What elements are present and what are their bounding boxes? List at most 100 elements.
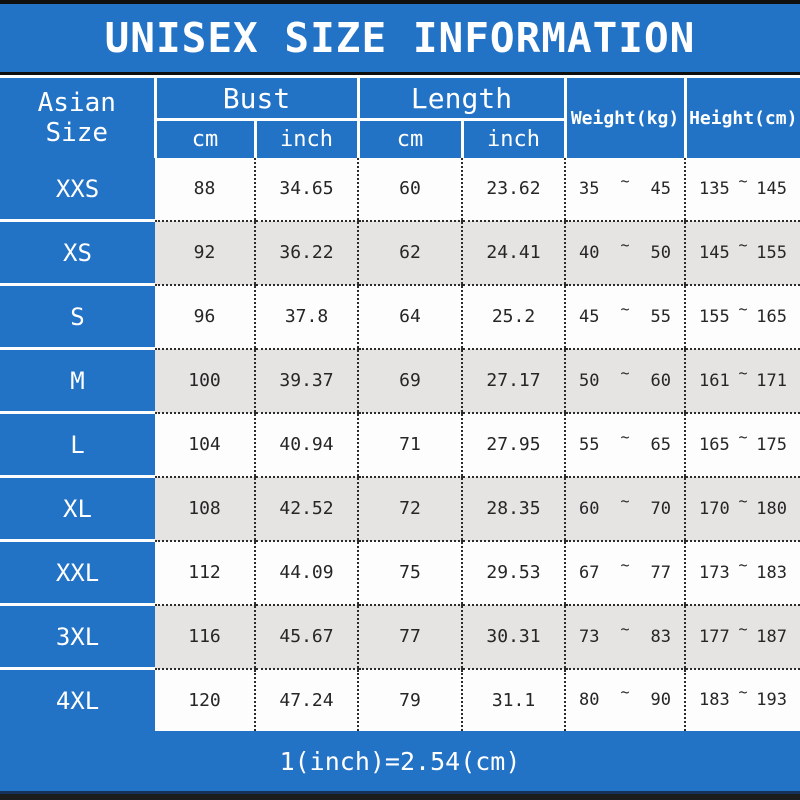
weight-range-cell: 50 ~ 60 xyxy=(564,348,685,414)
size-cell: S xyxy=(0,284,155,350)
bust-cm-cell: 100 xyxy=(155,348,255,414)
length-inch-cell: 28.35 xyxy=(461,476,565,542)
bust-cm-cell: 88 xyxy=(155,158,255,222)
length-inch-cell: 30.31 xyxy=(461,604,565,670)
weight-range-cell: 45 ~ 55 xyxy=(564,284,685,350)
height-max: 155 xyxy=(756,242,787,263)
tilde-glyph: ~ xyxy=(738,683,748,702)
weight-max: 77 xyxy=(650,562,671,583)
height-range: 170 ~ 180 xyxy=(686,492,800,519)
size-cell: XXS xyxy=(0,158,155,222)
length-inch-cell: 24.41 xyxy=(461,220,565,286)
weight-range-cell: 67 ~ 77 xyxy=(564,540,685,606)
length-inch-cell: 23.62 xyxy=(461,158,565,222)
size-cell: M xyxy=(0,348,155,414)
weight-range: 35 ~ 45 xyxy=(566,172,684,199)
weight-range-cell: 35 ~ 45 xyxy=(564,158,685,222)
weight-max: 65 xyxy=(650,434,671,455)
title-divider-white xyxy=(0,75,800,78)
height-min: 161 xyxy=(699,370,730,391)
height-min: 165 xyxy=(699,434,730,455)
height-max: 171 xyxy=(756,370,787,391)
height-min: 145 xyxy=(699,242,730,263)
height-max: 145 xyxy=(756,178,787,199)
tilde-glyph: ~ xyxy=(738,235,748,254)
bust-inch-cell: 42.52 xyxy=(254,476,358,542)
weight-min: 67 xyxy=(579,562,600,583)
height-range: 145 ~ 155 xyxy=(686,236,800,263)
height-max: 187 xyxy=(756,626,787,647)
bust-cm-cell: 108 xyxy=(155,476,255,542)
table-row: S 96 37.8 64 25.2 45 ~ 55 155 ~ 165 xyxy=(0,284,800,350)
tilde-glyph: ~ xyxy=(738,363,748,382)
height-min: 170 xyxy=(699,498,730,519)
length-cm-cell: 79 xyxy=(357,668,462,731)
weight-range: 55 ~ 65 xyxy=(566,428,684,455)
weight-max: 70 xyxy=(650,498,671,519)
height-max: 165 xyxy=(756,306,787,327)
table-row: L 104 40.94 71 27.95 55 ~ 65 165 ~ 175 xyxy=(0,412,800,478)
table-body: XXS 88 34.65 60 23.62 35 ~ 45 135 ~ 145 xyxy=(0,158,800,731)
weight-range-cell: 55 ~ 65 xyxy=(564,412,685,478)
weight-min: 40 xyxy=(579,242,600,263)
bust-inch-cell: 47.24 xyxy=(254,668,358,731)
weight-min: 35 xyxy=(579,178,600,199)
length-cm-cell: 60 xyxy=(357,158,462,222)
conversion-note: 1(inch)=2.54(cm) xyxy=(279,746,521,776)
tilde-glyph: ~ xyxy=(738,427,748,446)
length-cm-cell: 71 xyxy=(357,412,462,478)
weight-range: 67 ~ 77 xyxy=(566,556,684,583)
weight-min: 73 xyxy=(579,626,600,647)
height-range-cell: 155 ~ 165 xyxy=(684,284,800,350)
length-inch-cell: 31.1 xyxy=(461,668,565,731)
weight-min: 45 xyxy=(579,306,600,327)
header-bust-cm: cm xyxy=(153,119,255,158)
bust-cm-cell: 104 xyxy=(155,412,255,478)
weight-max: 50 xyxy=(650,242,671,263)
weight-min: 55 xyxy=(579,434,600,455)
weight-max: 90 xyxy=(650,690,671,711)
tilde-glyph: ~ xyxy=(620,491,630,510)
height-range-cell: 165 ~ 175 xyxy=(684,412,800,478)
table-row: XXS 88 34.65 60 23.62 35 ~ 45 135 ~ 145 xyxy=(0,158,800,222)
bottom-border-bar xyxy=(0,794,800,800)
height-range: 135 ~ 145 xyxy=(686,172,800,199)
weight-min: 80 xyxy=(579,690,600,711)
weight-range-cell: 73 ~ 83 xyxy=(564,604,685,670)
height-range-cell: 170 ~ 180 xyxy=(684,476,800,542)
height-range: 165 ~ 175 xyxy=(686,428,800,455)
weight-range: 50 ~ 60 xyxy=(566,364,684,391)
weight-max: 60 xyxy=(650,370,671,391)
weight-max: 45 xyxy=(650,178,671,199)
tilde-glyph: ~ xyxy=(620,363,630,382)
size-cell: XXL xyxy=(0,540,155,606)
bust-cm-cell: 116 xyxy=(155,604,255,670)
weight-range: 40 ~ 50 xyxy=(566,236,684,263)
table-header: Asian Size Bust Length Weight(kg) Height… xyxy=(0,78,800,158)
header-length-cm: cm xyxy=(356,119,462,158)
height-range-cell: 145 ~ 155 xyxy=(684,220,800,286)
weight-range-cell: 40 ~ 50 xyxy=(564,220,685,286)
size-table: Asian Size Bust Length Weight(kg) Height… xyxy=(0,78,800,731)
height-range-cell: 173 ~ 183 xyxy=(684,540,800,606)
table-row: 3XL 116 45.67 77 30.31 73 ~ 83 177 ~ 187 xyxy=(0,604,800,670)
height-min: 135 xyxy=(699,178,730,199)
tilde-glyph: ~ xyxy=(620,235,630,254)
bust-cm-cell: 112 xyxy=(155,540,255,606)
length-cm-cell: 69 xyxy=(357,348,462,414)
bust-inch-cell: 36.22 xyxy=(254,220,358,286)
weight-range-cell: 60 ~ 70 xyxy=(564,476,685,542)
bust-cm-cell: 120 xyxy=(155,668,255,731)
header-weight: Weight(kg) xyxy=(563,78,685,158)
tilde-glyph: ~ xyxy=(620,299,630,318)
weight-range-cell: 80 ~ 90 xyxy=(564,668,685,731)
size-cell: 4XL xyxy=(0,668,155,731)
height-min: 183 xyxy=(699,690,730,711)
bust-cm-cell: 96 xyxy=(155,284,255,350)
bottom-border-navy xyxy=(0,791,800,794)
height-range-cell: 183 ~ 193 xyxy=(684,668,800,731)
tilde-glyph: ~ xyxy=(738,619,748,638)
tilde-glyph: ~ xyxy=(738,491,748,510)
size-cell: XS xyxy=(0,220,155,286)
